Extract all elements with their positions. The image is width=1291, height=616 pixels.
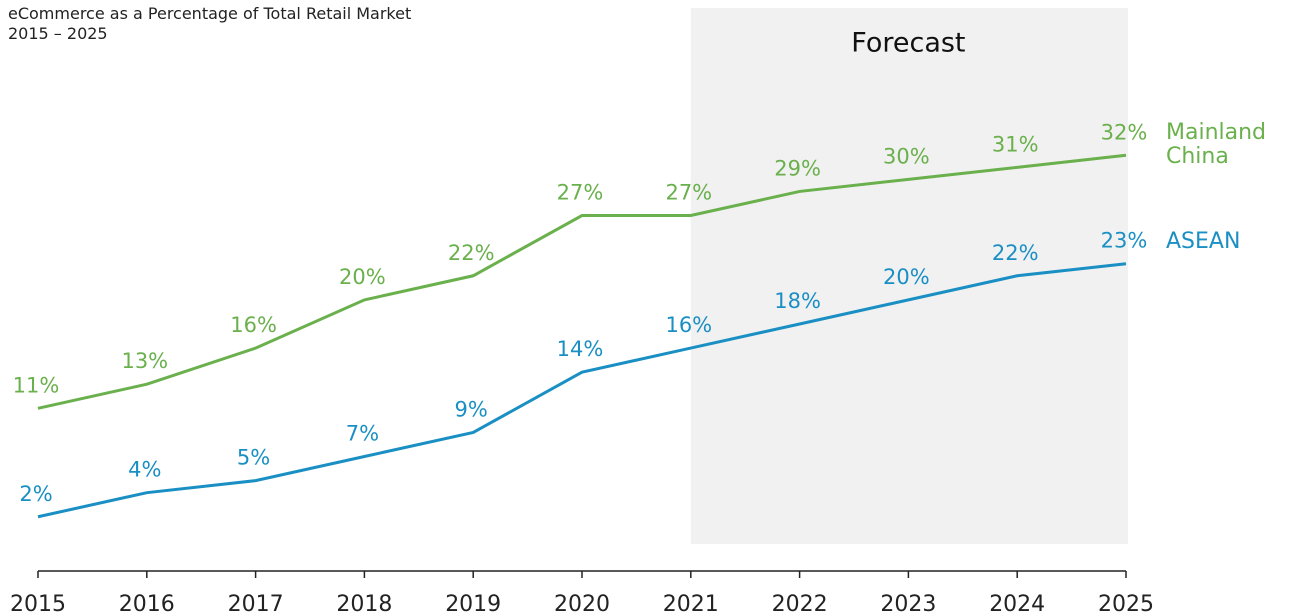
data-label: 13% — [121, 349, 168, 373]
chart-title: eCommerce as a Percentage of Total Retai… — [8, 4, 412, 23]
data-label: 27% — [665, 181, 712, 205]
data-label: 20% — [339, 265, 386, 289]
legend-label: Mainland China — [1166, 120, 1267, 170]
data-label: 30% — [883, 144, 930, 168]
x-tick-label: 2022 — [772, 592, 828, 616]
data-label: 20% — [883, 265, 930, 289]
data-label: 22% — [448, 241, 495, 265]
chart-subtitle: 2015 – 2025 — [8, 24, 108, 43]
x-tick-label: 2021 — [663, 592, 719, 616]
x-tick-label: 2024 — [989, 592, 1045, 616]
data-label: 29% — [774, 156, 821, 180]
data-label: 32% — [1101, 120, 1148, 144]
forecast-label: Forecast — [851, 28, 965, 59]
data-label: 5% — [237, 446, 270, 470]
data-label: 9% — [455, 397, 488, 421]
data-label: 27% — [557, 181, 604, 205]
x-tick-label: 2023 — [880, 592, 936, 616]
x-tick-label: 2018 — [336, 592, 392, 616]
data-label: 11% — [13, 373, 60, 397]
data-label: 18% — [774, 289, 821, 313]
x-tick-label: 2016 — [119, 592, 175, 616]
data-label: 23% — [1101, 229, 1148, 253]
data-label: 7% — [346, 422, 379, 446]
x-tick-label: 2019 — [445, 592, 501, 616]
x-tick-label: 2020 — [554, 592, 610, 616]
forecast-region — [690, 8, 1128, 544]
data-label: 16% — [665, 313, 712, 337]
data-label: 4% — [128, 458, 161, 482]
data-label: 22% — [992, 241, 1039, 265]
legend-label: ASEAN — [1166, 228, 1241, 254]
data-label: 31% — [992, 132, 1039, 156]
data-label: 16% — [230, 313, 277, 337]
data-label: 14% — [557, 337, 604, 361]
x-tick-label: 2025 — [1098, 592, 1154, 616]
series-line — [37, 153, 1127, 410]
x-tick-label: 2015 — [10, 592, 66, 616]
x-tick-label: 2017 — [228, 592, 284, 616]
data-label: 2% — [19, 482, 52, 506]
series-line — [37, 262, 1127, 519]
